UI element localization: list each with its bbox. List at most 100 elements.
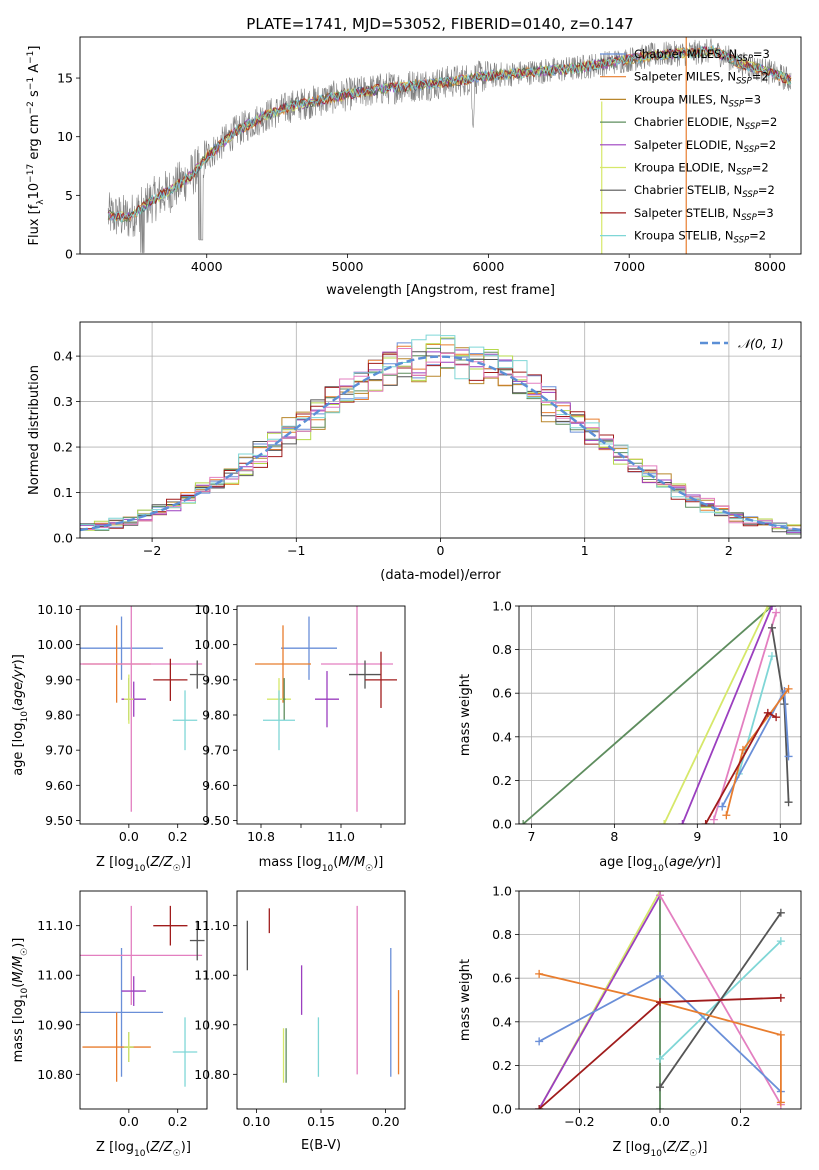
mass-weight-line [522,606,773,824]
plus-marker [767,623,776,632]
plot-area [80,334,801,535]
x-tick-label: 10.8 [247,829,275,844]
legend-label: Salpeter ELODIE, NSSP=2 [634,138,776,155]
error-bar-point [349,660,381,689]
error-bar-point [82,1012,151,1082]
error-bar-point [263,690,295,751]
y-tick-label: 0 [65,247,73,262]
legend-text: =2 [749,229,766,243]
axes-frame [518,890,802,1110]
y-axis-label: Normed distribution [27,365,42,495]
mass-weight-series [709,608,781,824]
x-tick-label: 8000 [754,259,786,274]
label-part: erg cm [27,114,42,163]
mass-weight-line [713,612,777,820]
legend-text: =3 [753,47,770,61]
legend-text: =2 [759,138,776,152]
plot-area [255,606,397,812]
y-tick-label: 0.8 [492,642,512,657]
x-tick-label: 0.0 [119,1114,139,1129]
label-part: Z/Z [666,1140,690,1155]
legend-text: Salpeter STELIB, N [634,206,741,220]
y-tick-label: 10.80 [37,1067,73,1082]
legend-label: Salpeter STELIB, NSSP=3 [634,206,774,223]
x-tick-label: 1 [581,543,589,558]
x-tick-label: 6000 [472,259,504,274]
plus-marker [656,891,664,900]
legend-label: Chabrier ELODIE, NSSP=2 [634,115,777,132]
legend-text: =2 [760,115,777,129]
label-part: −17 [26,164,36,183]
plus-marker [776,1098,785,1107]
legend-subscript: SSP [729,99,745,109]
x-tick-label: 4000 [191,259,223,274]
y-tick-label: 9.90 [45,672,73,687]
y-tick-label: 0.0 [492,817,512,832]
label-part: 10 [20,987,30,999]
plus-marker [656,1083,664,1092]
y-tick-label: 11.00 [194,968,230,983]
label-part: ( [145,855,150,870]
label-part: Z [log [96,1140,134,1155]
legend-label: 𝒩(0, 1) [738,336,784,351]
plus-marker [718,802,727,811]
x-axis-label: Z [log10(Z/Z☉)] [96,855,191,874]
y-axis-label: mass [log10(M/M☉)] [11,938,30,1063]
legend-subscript: SSP [742,190,758,200]
legend-text: =3 [757,206,774,220]
y-tick-label: 9.80 [202,708,230,723]
plot-area [80,905,205,1087]
plot-area [80,606,205,812]
error-bar-point [80,606,203,812]
residual-histogram-panel: −2 −1 0 1 2 0.0 0.1 0.2 0.3 0.4 𝒩(0, 1) (data-model… [27,321,802,583]
label-part: 10 [134,1149,146,1159]
y-tick-label: 11.10 [194,918,230,933]
legend-text: Kroupa ELODIE, N [634,161,736,175]
y-tick-label: 0.3 [53,394,73,409]
label-part: ☉ [173,864,181,874]
label-part: )] [373,855,383,870]
error-bar-point [123,1032,134,1062]
age-vs-metallicity-panel: 0.0 0.2 9.50 9.60 9.70 9.80 9.90 10.00 10.10 Z [l… [11,602,208,874]
legend-text: Kroupa STELIB, N [634,229,734,243]
y-tick-label: 9.60 [202,778,230,793]
x-axis-label: Z [log10(Z/Z☉)] [96,1140,191,1159]
label-part: age/yr [11,663,26,706]
y-tick-label: 0.4 [492,729,512,744]
y-tick-label: 0.1 [53,485,73,500]
plot-area [246,905,400,1083]
label-part: 10 [322,864,334,874]
plus-marker [763,606,772,610]
plus-marker [784,684,793,693]
y-tick-label: 10.90 [37,1017,73,1032]
mass-weight-line [681,606,773,824]
y-tick-label: 5 [65,188,73,203]
y-tick-label: 9.60 [45,778,73,793]
x-tick-label: 2 [725,543,733,558]
axes-frame [518,605,802,825]
label-part: 10 [652,864,664,874]
mass-weight-series [701,708,781,824]
legend-label: Chabrier STELIB, NSSP=2 [634,183,775,200]
mass-weight-line [663,606,769,824]
plus-marker [776,908,785,917]
axes-frame [79,36,802,255]
legend-label: Chabrier MILES, NSSP=3 [634,47,770,64]
x-axis-label: mass [log10(M/M☉)] [259,855,384,874]
legend-text: Salpeter ELODIE, N [634,138,744,152]
axes-frame [79,605,208,825]
label-part: ( [664,855,669,870]
plus-marker [656,1054,664,1063]
plot-area [107,37,792,254]
legend-label: Kroupa MILES, NSSP=3 [634,92,761,109]
error-bar-point [255,625,311,703]
label-part: 10 [20,711,30,723]
legend-label: Kroupa ELODIE, NSSP=2 [634,161,769,178]
y-tick-label: 1.0 [492,599,512,614]
x-axis-label: E(B-V) [301,1138,341,1153]
plus-marker [519,820,528,824]
plus-marker [767,652,776,661]
x-axis-label: wavelength [Angstrom, rest frame] [326,283,555,298]
y-tick-label: 11.00 [37,968,73,983]
y-tick-label: 10.00 [37,637,73,652]
